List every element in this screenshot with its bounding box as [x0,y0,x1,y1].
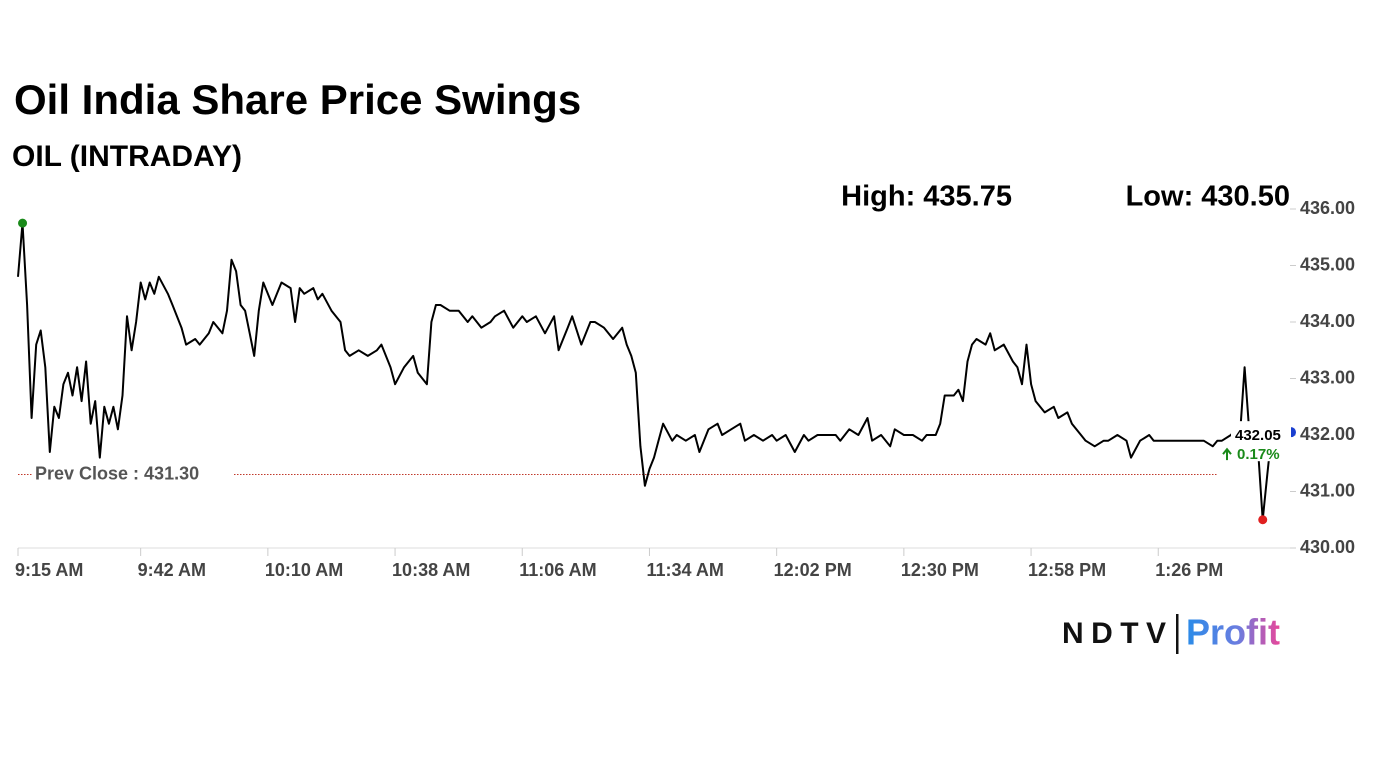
x-tick-label: 9:42 AM [138,560,206,580]
prev-close-label: Prev Close : 431.30 [35,463,199,483]
x-tick-label: 10:10 AM [265,560,343,580]
x-tick-label: 12:30 PM [901,560,979,580]
y-tick-label: 435.00 [1300,254,1355,274]
x-tick-label: 11:06 AM [519,560,596,580]
last-bg [1231,421,1291,462]
logo-ndtv: NDTV [1062,617,1166,650]
x-tick-label: 11:34 AM [646,560,723,580]
last-label: 432.05 [1235,427,1281,444]
y-tick-label: 434.00 [1300,311,1355,331]
change-label: 0.17% [1237,446,1280,463]
y-tick-label: 432.00 [1300,424,1355,444]
y-tick-label: 433.00 [1300,367,1355,387]
prev-close-bg [32,463,234,486]
y-tick-label: 436.00 [1300,198,1355,218]
high-marker [18,218,28,228]
x-tick-label: 9:15 AM [15,560,83,580]
low-marker [1258,515,1268,525]
low-label: Low: 430.50 [1126,181,1290,213]
chart-title: Oil India Share Price Swings [14,76,581,123]
x-tick-label: 12:58 PM [1028,560,1106,580]
x-tick-label: 1:26 PM [1155,560,1223,580]
x-tick-label: 10:38 AM [392,560,470,580]
logo-divider [1176,614,1179,654]
up-arrow [1222,447,1232,461]
y-tick-label: 430.00 [1300,537,1355,557]
logo-profit: Profit [1186,612,1280,653]
x-tick-label: 12:02 PM [774,560,852,580]
high-label: High: 435.75 [841,181,1012,213]
chart-subtitle: OIL (INTRADAY) [12,140,242,173]
y-tick-label: 431.00 [1300,480,1355,500]
price-line [17,222,1273,521]
